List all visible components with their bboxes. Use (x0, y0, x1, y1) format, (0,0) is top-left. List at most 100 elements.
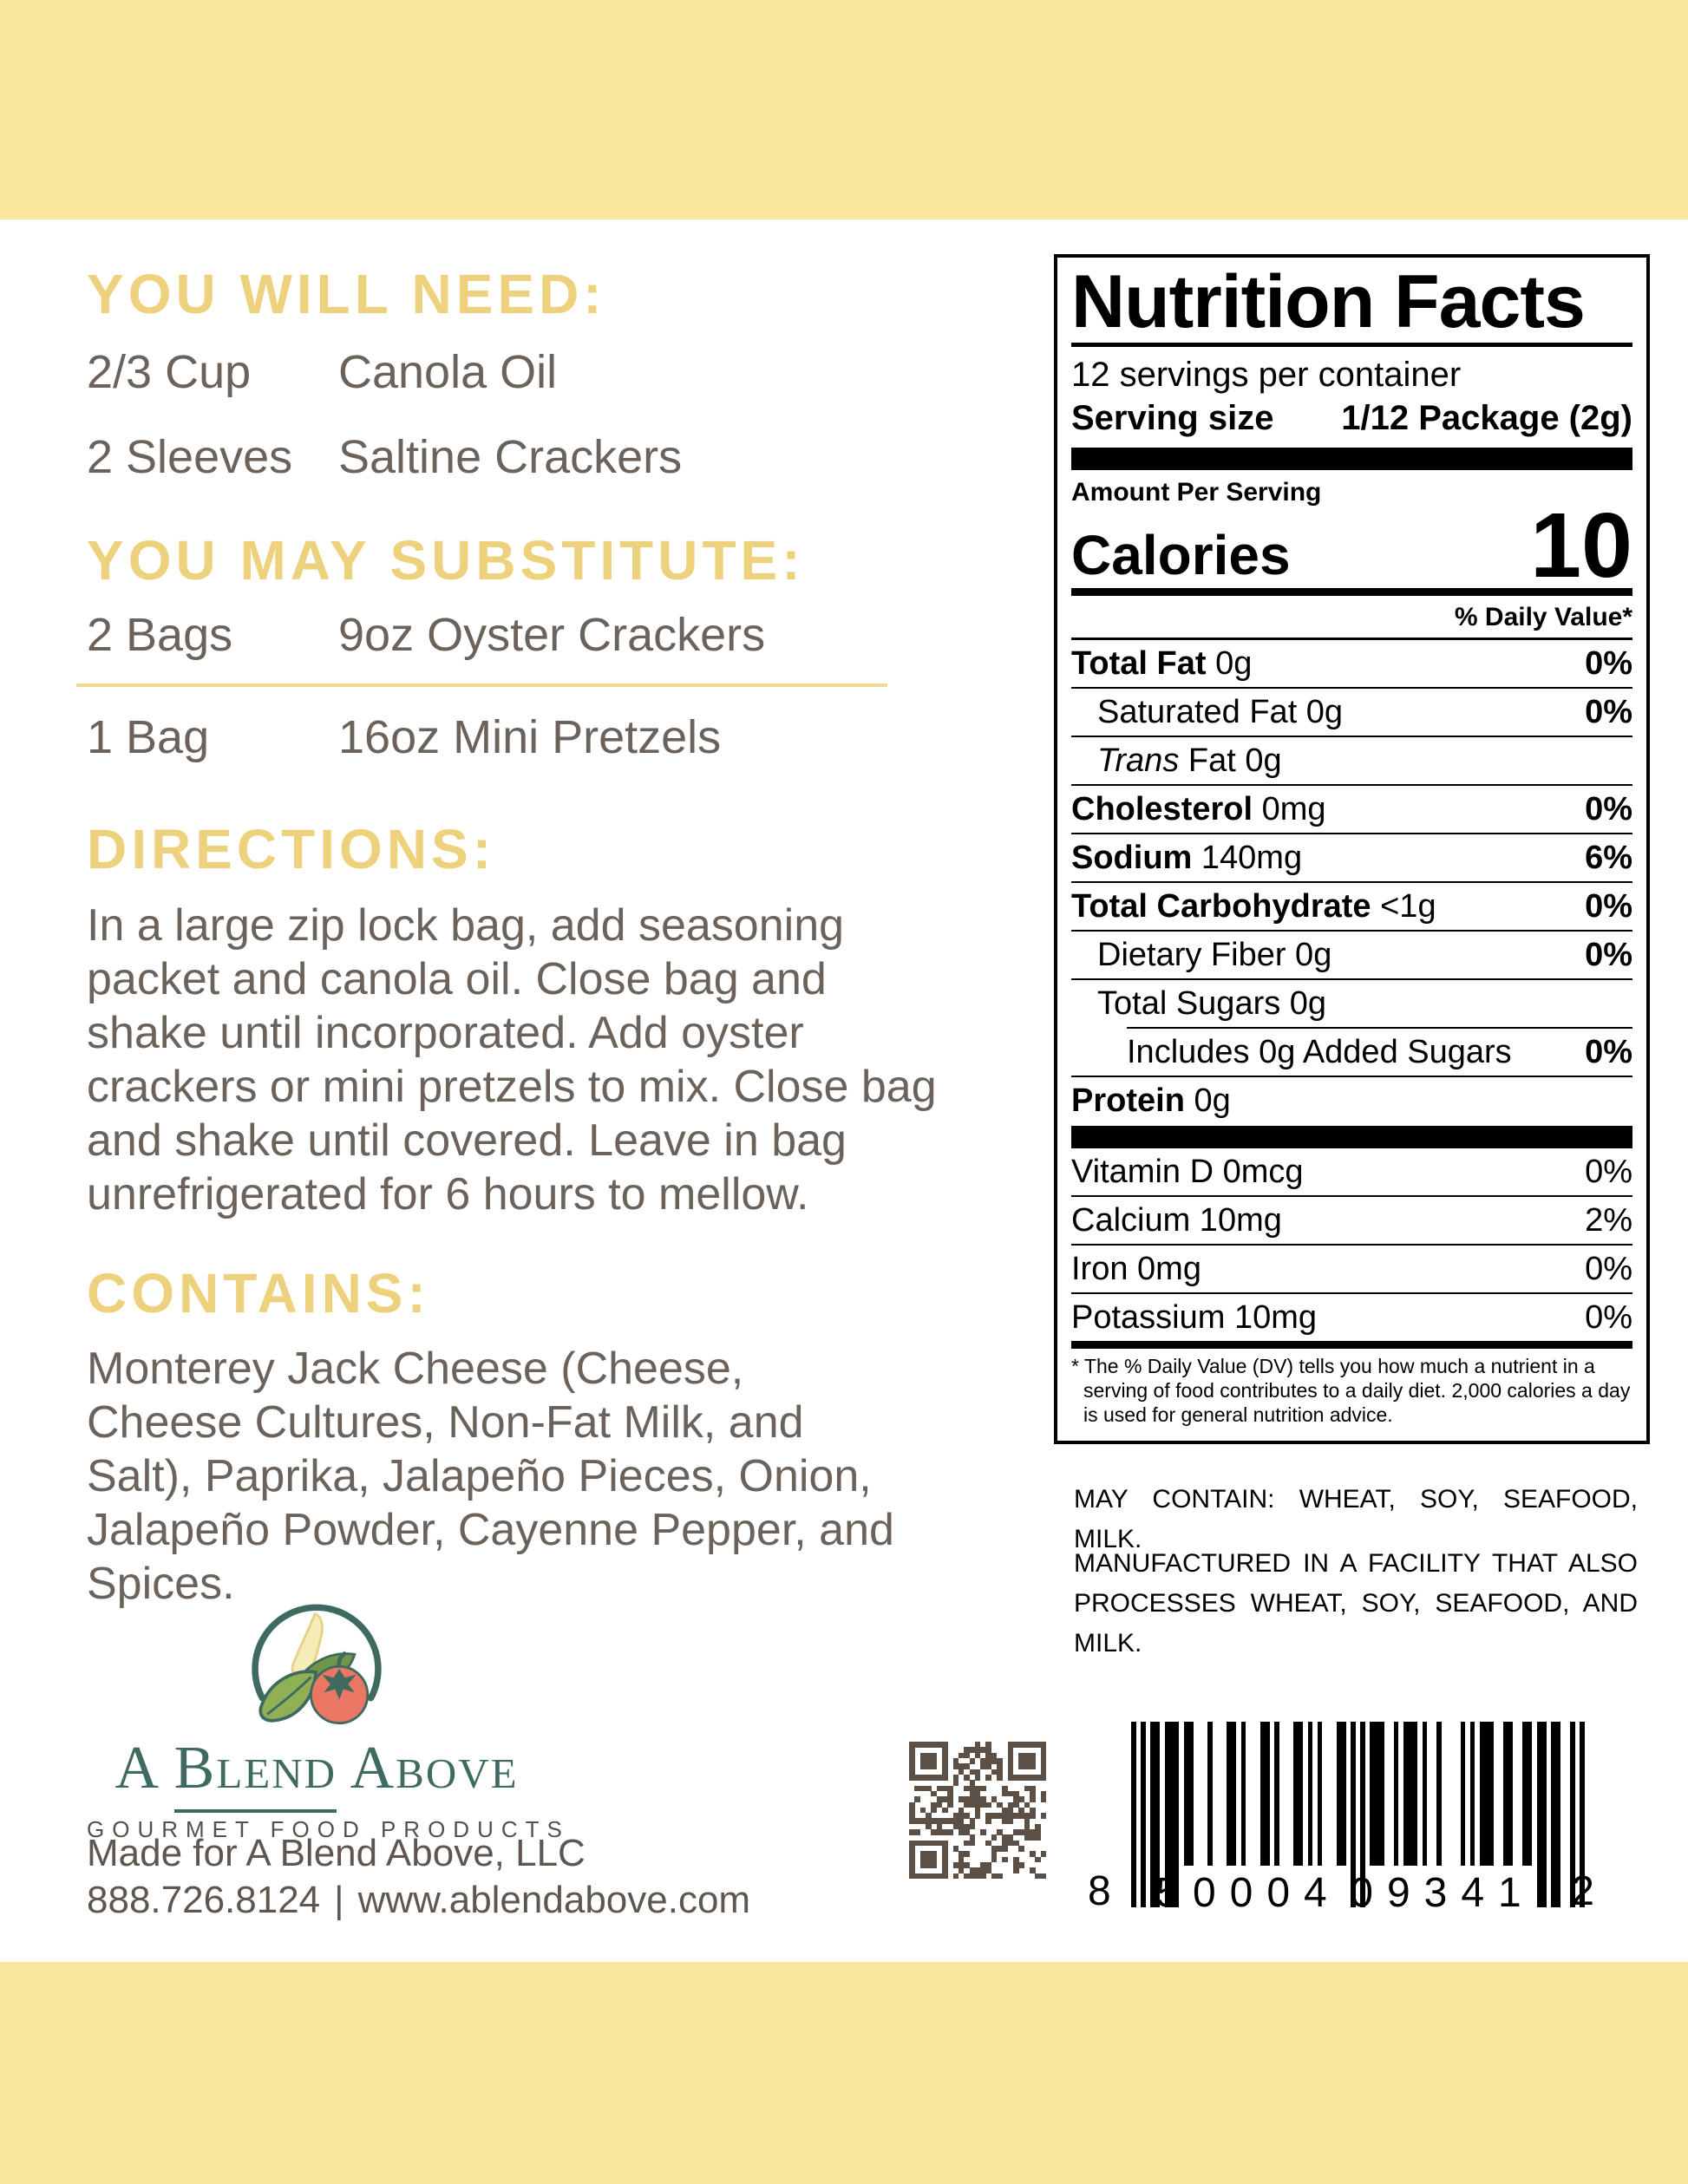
barcode-bar (1460, 1722, 1465, 1866)
section-divider-line (76, 683, 887, 688)
brand-word-above: Above (350, 1735, 519, 1801)
instructions-column: YOU WILL NEED: 2/3 Cup Canola Oil 2 Sleeve… (76, 265, 1028, 1611)
serving-size-value: 1/12 Package (2g) (1341, 399, 1632, 437)
barcode-digits-right: 09341 (1350, 1870, 1535, 1916)
qr-module (1007, 1813, 1014, 1819)
barcode-bar (1317, 1722, 1322, 1866)
qr-module (980, 1747, 986, 1753)
qr-module (1013, 1742, 1019, 1748)
nutrition-facts-title: Nutrition Facts (1071, 260, 1586, 343)
qr-module (1013, 1867, 1019, 1873)
ingredient-quantity: 2 Bags (87, 609, 233, 662)
daily-value-percent: 0% (1585, 936, 1632, 973)
barcode-bar (1484, 1722, 1489, 1866)
qr-module (1024, 1829, 1030, 1835)
qr-module (941, 1867, 948, 1873)
facility-statement: MANUFACTURED IN A FACILITY THAT ALSO PRO… (1074, 1549, 1638, 1658)
qr-module (914, 1796, 920, 1802)
thick-rule (1071, 1125, 1632, 1148)
qr-module (997, 1873, 1003, 1880)
vitamin-rows: Vitamin D 0mcg 0% Calcium 10mg 2% Iron 0mg 0%… (1071, 1148, 1632, 1341)
nutrient-row: Total Fat 0g 0% (1071, 640, 1632, 689)
qr-module (1007, 1752, 1014, 1759)
qr-module (991, 1846, 998, 1852)
qr-module (914, 1818, 920, 1825)
qr-module (991, 1873, 998, 1880)
qr-module (952, 1862, 959, 1868)
daily-value-percent: 0% (1585, 790, 1632, 827)
qr-module (919, 1785, 926, 1792)
nutrient-row: Total Carbohydrate <1g 0% (1071, 883, 1632, 932)
qr-module (997, 1763, 1003, 1769)
qr-module (1007, 1742, 1014, 1748)
qr-module (1007, 1807, 1014, 1814)
qr-module (969, 1757, 976, 1764)
qr-module (991, 1752, 998, 1759)
barcode-bar (1227, 1722, 1232, 1866)
qr-module (974, 1801, 981, 1808)
qr-module (1035, 1834, 1041, 1841)
qr-module (914, 1873, 920, 1880)
qr-module (974, 1742, 981, 1748)
qr-module (1030, 1829, 1036, 1835)
qr-module (985, 1862, 992, 1868)
nutrient-name: Total Fat 0g (1071, 644, 1253, 682)
qr-module (931, 1752, 937, 1759)
qr-module (936, 1823, 943, 1830)
qr-module (958, 1856, 965, 1863)
directions-text: In a large zip lock bag, add seasoning p… (87, 899, 937, 1220)
qr-module (985, 1774, 992, 1781)
qr-module (958, 1867, 965, 1873)
qr-module (1024, 1757, 1030, 1764)
qr-module (985, 1752, 992, 1759)
qr-module (969, 1867, 976, 1873)
barcode-bar (1231, 1722, 1236, 1866)
qr-module (1040, 1796, 1047, 1802)
ingredient-row: 2/3 Cup Canola Oil (87, 346, 1028, 398)
qr-module (1002, 1856, 1009, 1863)
qr-module (931, 1763, 937, 1769)
qr-module (958, 1807, 965, 1814)
qr-module (964, 1774, 970, 1781)
qr-module (969, 1840, 976, 1847)
qr-module (1035, 1774, 1041, 1781)
qr-module (1030, 1790, 1036, 1797)
nutrient-name: Dietary Fiber 0g (1097, 936, 1332, 973)
qr-module (919, 1862, 926, 1868)
qr-module (936, 1829, 943, 1835)
brand-word-a: A (114, 1735, 158, 1801)
qr-module (941, 1873, 948, 1880)
qr-module (909, 1818, 915, 1825)
qr-module (931, 1801, 937, 1808)
bottom-color-band (0, 1962, 1688, 2184)
qr-module (969, 1780, 976, 1786)
barcode-bar (1174, 1722, 1179, 1907)
qr-module (1030, 1813, 1036, 1819)
nutrient-name: Includes 0g Added Sugars (1127, 1033, 1512, 1070)
you-may-substitute-list: 2 Bags 9oz Oyster Crackers 1 Bag 16oz Mini … (76, 609, 1028, 764)
qr-module (909, 1840, 915, 1847)
qr-module (1013, 1856, 1019, 1863)
qr-module (941, 1856, 948, 1863)
qr-module (964, 1801, 970, 1808)
qr-module (1007, 1763, 1014, 1769)
qr-module (952, 1763, 959, 1769)
qr-module (1007, 1790, 1014, 1797)
barcode-bar (1351, 1722, 1356, 1907)
barcode-bar (1131, 1722, 1136, 1907)
qr-module (1007, 1801, 1014, 1808)
qr-module (919, 1856, 926, 1863)
ingredient-quantity: 2 Sleeves (87, 431, 293, 484)
qr-module (1002, 1807, 1009, 1814)
barcode-bars (1131, 1722, 1585, 1907)
brand-wordmark: A Blend Above (87, 1735, 546, 1813)
qr-module (964, 1763, 970, 1769)
barcode-bar (1541, 1722, 1547, 1907)
qr-module (925, 1818, 932, 1825)
thick-rule (1071, 448, 1632, 470)
qr-module (964, 1862, 970, 1868)
qr-module (985, 1763, 992, 1769)
qr-module (925, 1774, 932, 1781)
daily-value-percent: 0% (1585, 693, 1632, 730)
ingredient-name: 16oz Mini Pretzels (338, 711, 722, 764)
